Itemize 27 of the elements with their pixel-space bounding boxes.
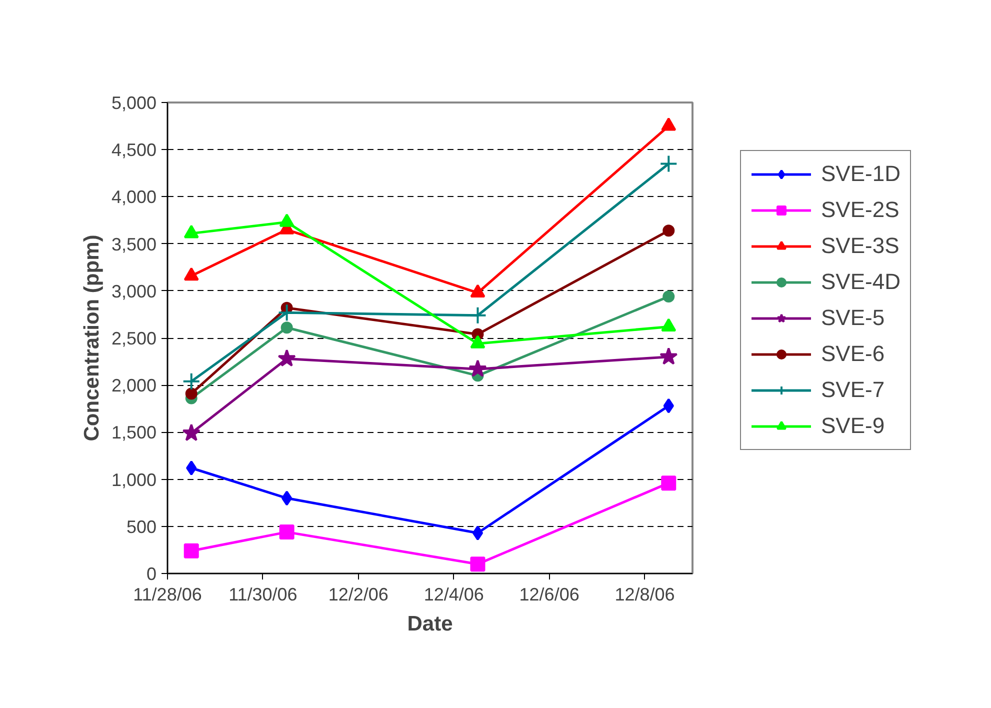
y-tick-label: 4,000 bbox=[111, 187, 157, 208]
x-axis-title: Date bbox=[407, 612, 453, 636]
legend-label: SVE-1D bbox=[821, 161, 900, 187]
y-tick-label: 3,000 bbox=[111, 281, 157, 302]
legend-label: SVE-4D bbox=[821, 269, 900, 295]
legend-label: SVE-3S bbox=[821, 233, 900, 259]
legend-label: SVE-6 bbox=[821, 341, 885, 367]
x-tick-label: 11/28/06 bbox=[133, 584, 202, 604]
x-tick-label: 12/6/06 bbox=[519, 584, 580, 604]
y-tick-label: 500 bbox=[126, 516, 157, 537]
legend-label: SVE-5 bbox=[821, 305, 885, 331]
legend-label: SVE-9 bbox=[821, 413, 885, 439]
y-tick-label: 5,000 bbox=[111, 93, 157, 113]
y-tick-label: 2,500 bbox=[111, 328, 157, 348]
y-tick-label: 0 bbox=[146, 564, 157, 584]
legend-label: SVE-7 bbox=[821, 377, 885, 403]
y-tick-label: 2,000 bbox=[111, 376, 157, 396]
x-tick-label: 12/8/06 bbox=[614, 584, 675, 604]
y-tick-label: 3,500 bbox=[111, 234, 157, 254]
y-tick-label: 4,500 bbox=[111, 140, 157, 160]
x-tick-label: 12/4/06 bbox=[424, 584, 484, 604]
y-tick-label: 1,500 bbox=[111, 422, 157, 443]
y-tick-label: 1,000 bbox=[111, 470, 157, 490]
x-tick-label: 11/30/06 bbox=[228, 584, 298, 604]
legend-label: SVE-2S bbox=[821, 197, 900, 223]
x-tick-label: 12/2/06 bbox=[328, 584, 388, 604]
y-axis-title: Concentration (ppm) bbox=[80, 234, 104, 442]
